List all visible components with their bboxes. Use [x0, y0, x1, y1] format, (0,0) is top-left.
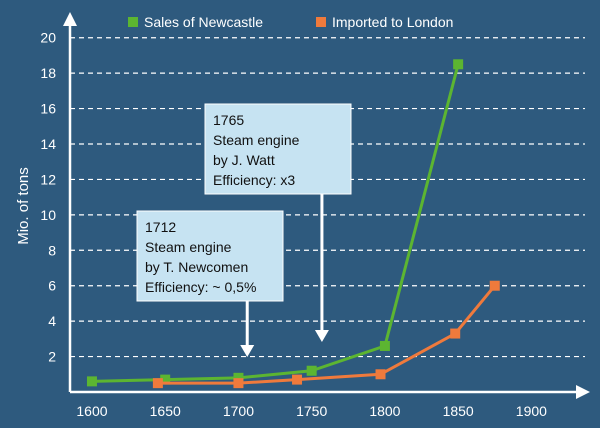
series-layer	[86, 59, 500, 389]
series-2-point-4	[375, 369, 386, 380]
y-tick-label-6: 6	[48, 278, 56, 294]
x-tick-label-1850: 1850	[443, 403, 474, 419]
y-axis-title: Mio. of tons	[15, 167, 32, 245]
annotations: 1765 Steam engine by J. Watt Efficiency: x3…	[136, 103, 352, 357]
annotation-2-line-4: Efficiency: ~ 0,5%	[145, 279, 256, 295]
legend-label-2: Imported to London	[332, 14, 453, 30]
legend-marker-2	[316, 17, 326, 27]
annotation-2-line-3: by T. Newcomen	[145, 259, 248, 275]
legend-marker-1	[128, 17, 138, 27]
series-1-point-4	[306, 365, 317, 376]
series-2-point-2	[233, 378, 244, 389]
series-2-point-3	[292, 374, 303, 385]
series-2-point-6	[489, 280, 500, 291]
y-tick-label-20: 20	[40, 30, 56, 46]
x-tick-label-1600: 1600	[76, 403, 107, 419]
annotation-1-line-1: 1765	[213, 112, 244, 128]
y-tick-label-2: 2	[48, 349, 56, 365]
series-line-2	[157, 284, 496, 385]
annotation-1-line-3: by J. Watt	[213, 152, 275, 168]
series-1-point-6	[453, 59, 464, 70]
annotation-1-line-2: Steam engine	[213, 132, 300, 148]
x-tick-label-1750: 1750	[296, 403, 327, 419]
x-tick-label-1650: 1650	[150, 403, 181, 419]
annotation-2-box	[136, 210, 284, 302]
series-1-point-1	[86, 376, 97, 387]
annotation-2-line-1: 1712	[145, 219, 176, 235]
annotation-2-arrow-icon	[240, 345, 255, 357]
x-tick-label-1700: 1700	[223, 403, 254, 419]
y-tick-label-12: 12	[40, 171, 56, 187]
series-2-point-5	[450, 328, 461, 339]
y-tick-label-4: 4	[48, 313, 56, 329]
x-tick-label-1900: 1900	[516, 403, 547, 419]
x-tick-label-1800: 1800	[369, 403, 400, 419]
legend-label-1: Sales of Newcastle	[144, 14, 263, 30]
y-tick-label-8: 8	[48, 242, 56, 258]
y-tick-label-10: 10	[40, 207, 56, 223]
series-2-point-1	[152, 378, 163, 389]
series-1-point-2	[160, 374, 171, 385]
y-tick-label-14: 14	[40, 136, 56, 152]
y-tick-label-16: 16	[40, 101, 56, 117]
legend: Sales of Newcastle Imported to London	[128, 14, 453, 30]
y-tick-label-18: 18	[40, 65, 56, 81]
annotation-1-line-4: Efficiency: x3	[213, 172, 295, 188]
annotation-2-line-2: Steam engine	[145, 239, 232, 255]
x-axis-arrow-icon	[576, 385, 590, 399]
series-1-point-3	[233, 372, 244, 383]
axes: 2 4 6 8 10 12 14 16 18 20 1600 1650 1700 1750 1800 1850…	[15, 12, 590, 419]
y-axis-arrow-icon	[63, 12, 77, 26]
series-1-point-5	[379, 340, 390, 351]
annotation-1-arrow-icon	[314, 330, 329, 342]
annotation-1-box	[204, 103, 352, 195]
